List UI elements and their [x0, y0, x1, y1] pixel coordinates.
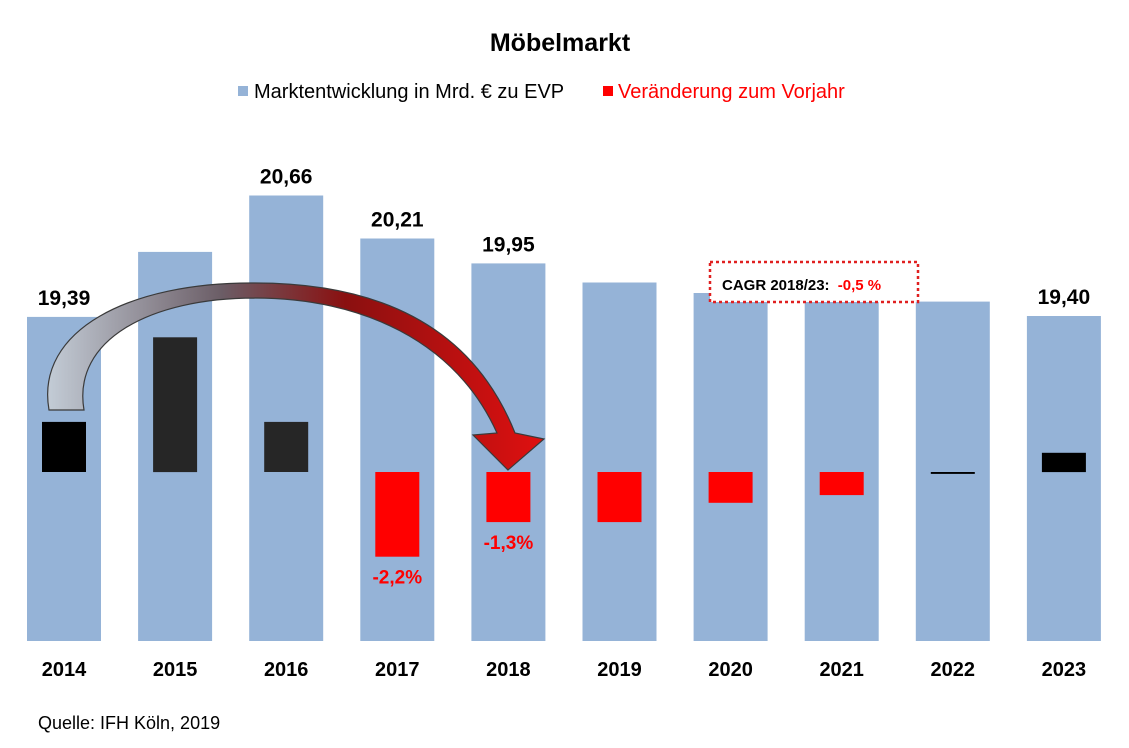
x-tick-2018: 2018 — [486, 659, 531, 681]
legend-swatch-change — [603, 86, 613, 96]
legend-label-market: Marktentwicklung in Mrd. € zu EVP — [254, 81, 564, 103]
change-label-2018: -1,3% — [484, 533, 534, 554]
change-bar-2017 — [375, 472, 420, 557]
bar-2021 — [804, 300, 879, 641]
bar-2020 — [693, 293, 768, 641]
cagr-box: CAGR 2018/23: -0,5 % — [708, 260, 920, 304]
x-tick-2016: 2016 — [264, 659, 309, 681]
legend-label-change: Veränderung zum Vorjahr — [618, 81, 845, 103]
change-label-2017: -2,2% — [372, 568, 422, 589]
cagr-value: -0,5 % — [838, 277, 881, 294]
x-tick-2015: 2015 — [153, 659, 198, 681]
bar-2019 — [582, 282, 657, 641]
bar-2023 — [1026, 316, 1101, 641]
bar-2022 — [915, 301, 990, 641]
cagr-label: CAGR 2018/23: — [722, 277, 830, 294]
change-bar-2022 — [930, 472, 975, 474]
change-labels: -2,2% -1,3% — [372, 533, 533, 589]
change-bar-2018 — [486, 472, 531, 523]
x-tick-2017: 2017 — [375, 659, 420, 681]
source-note: Quelle: IFH Köln, 2019 — [38, 713, 220, 733]
legend-swatch-market — [238, 86, 248, 96]
svg-text:CAGR 2018/23: -0,5 %: CAGR 2018/23: -0,5 % — [722, 277, 881, 294]
value-label-2016: 20,66 — [260, 166, 313, 189]
x-tick-2014: 2014 — [42, 659, 87, 681]
change-bar-2021 — [819, 472, 864, 496]
x-tick-2019: 2019 — [597, 659, 642, 681]
change-bars — [42, 337, 1086, 557]
value-labels: 19,39 20,66 20,21 19,95 19,40 — [38, 166, 1090, 310]
value-label-2018: 19,95 — [482, 233, 535, 256]
x-tick-2023: 2023 — [1042, 659, 1087, 681]
change-bar-2023 — [1041, 452, 1086, 473]
value-label-2014: 19,39 — [38, 287, 91, 310]
year-axis: 2014 2015 2016 2017 2018 2019 2020 2021 2022 2023 — [42, 659, 1086, 681]
bar-2016 — [249, 195, 324, 641]
change-bar-2016 — [264, 421, 309, 472]
change-bar-2015 — [153, 337, 198, 473]
legend: Marktentwicklung in Mrd. € zu EVP Veränd… — [238, 81, 845, 103]
x-tick-2022: 2022 — [931, 659, 976, 681]
change-bar-2020 — [708, 472, 753, 503]
change-bar-2014 — [42, 421, 86, 472]
value-label-2017: 20,21 — [371, 209, 424, 232]
change-bar-2019 — [597, 472, 642, 523]
x-tick-2020: 2020 — [708, 659, 753, 681]
trend-arrow — [47, 282, 546, 471]
value-label-2023: 19,40 — [1038, 286, 1091, 309]
x-tick-2021: 2021 — [819, 659, 864, 681]
chart-title: Möbelmarkt — [490, 29, 631, 57]
